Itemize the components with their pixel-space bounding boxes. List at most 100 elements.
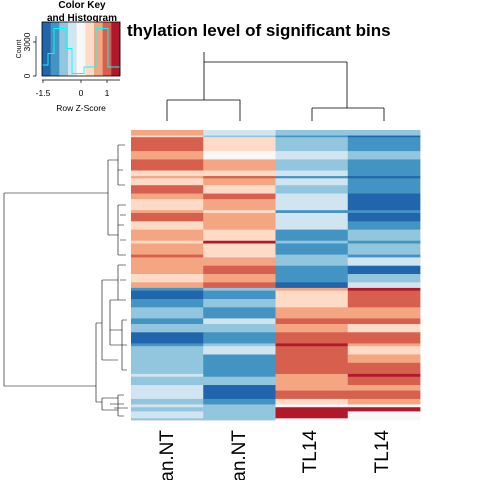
color-key-xlabel: Row Z-Score: [56, 103, 106, 113]
heatmap-cell: [275, 343, 349, 347]
heatmap-cell: [275, 185, 349, 194]
heatmap-cell: [131, 254, 204, 258]
heatmap-cell: [131, 178, 204, 186]
heatmap-cell: [347, 362, 421, 375]
heatmap-cell: [347, 243, 421, 255]
heatmap-cell: [347, 257, 421, 267]
heatmap-cell: [203, 130, 276, 136]
heatmap-cell: [203, 159, 276, 171]
color-key-xaxis: [42, 79, 120, 83]
heatmap-cell: [275, 390, 349, 400]
heatmap-cell: [347, 299, 421, 308]
heatmap-cell: [275, 240, 349, 244]
heatmap-cell: [203, 243, 276, 255]
heatmap-cell: [275, 135, 349, 138]
heatmap-cell: [203, 265, 276, 275]
heatmap-cell: [347, 137, 421, 152]
heatmap-cell: [347, 373, 421, 378]
heatmap-cell: [275, 398, 349, 405]
heatmap-cell: [131, 362, 204, 375]
heatmap-cell: [275, 332, 349, 344]
heatmap-cell: [203, 299, 276, 308]
heatmap-cell: [275, 404, 349, 408]
heatmap-cell: [203, 343, 276, 347]
heatmap-cell: [347, 404, 421, 408]
heatmap-cell: [131, 221, 204, 231]
column-labels: an.NT an.NT TL14 TL14: [157, 430, 393, 480]
heatmap-cell: [203, 376, 276, 386]
heatmap-cell: [347, 170, 421, 177]
heatmap-cell: [203, 178, 276, 186]
heatmap-cell: [203, 398, 276, 405]
heatmap-cell: [131, 287, 204, 292]
heatmap-cell: [203, 176, 276, 179]
heatmap-cell: [131, 411, 204, 419]
heatmap-cell: [347, 282, 421, 289]
heatmap-cell: [131, 137, 204, 152]
heatmap-cell: [131, 170, 204, 177]
heatmap-cell: [203, 287, 276, 292]
heatmap-cell: [347, 411, 421, 419]
color-key-bar: [42, 22, 121, 76]
heatmap-cell: [347, 318, 421, 325]
heatmap-cell: [347, 240, 421, 244]
heatmap-cell: [131, 274, 204, 283]
heatmap-cell: [203, 385, 276, 391]
heatmap-cell: [347, 185, 421, 194]
heatmap-cell: [203, 185, 276, 194]
heatmap-cell: [203, 307, 276, 319]
heatmap-cell: [131, 257, 204, 267]
heatmap-cell: [275, 265, 349, 275]
heatmap-cell: [347, 210, 421, 214]
heatmap-cell: [131, 398, 204, 405]
heatmap-cell: [275, 407, 349, 412]
heatmap-cell: [131, 346, 204, 355]
heatmap-cell: [275, 229, 349, 242]
heatmap-cell: [347, 274, 421, 283]
heatmap-cell: [131, 243, 204, 255]
heatmap-cell: [275, 274, 349, 283]
heatmap-cell: [131, 307, 204, 319]
heatmap-cell: [347, 135, 421, 138]
heatmap-cell: [275, 151, 349, 160]
heatmap-cell: [203, 411, 276, 419]
column-dendrogram: [166, 52, 385, 121]
heatmap-cell: [347, 229, 421, 242]
heatmap-cell: [203, 346, 276, 355]
heatmap-cell: [275, 318, 349, 325]
color-key-segment: [111, 22, 121, 76]
heatmap-cell: [275, 137, 349, 152]
heatmap-cell: [131, 299, 204, 308]
heatmap-cell: [131, 318, 204, 325]
heatmap-cell: [275, 210, 349, 214]
heatmap-cell: [203, 323, 276, 333]
heatmap-cell: [131, 290, 204, 300]
heatmap-cell: [203, 290, 276, 300]
heatmap-cell: [347, 418, 421, 421]
heatmap-cell: [275, 290, 349, 300]
heatmap-cell: [347, 199, 421, 211]
heatmap-cell: [347, 176, 421, 179]
color-key-segment: [68, 22, 77, 76]
heatmap-cell: [131, 135, 204, 138]
heatmap-cell: [203, 404, 276, 408]
heatmap-cell: [275, 373, 349, 378]
heatmap-cell: [347, 221, 421, 231]
heatmap-cell: [131, 376, 204, 386]
heatmap-cell: [203, 332, 276, 344]
heatmap-cell: [275, 282, 349, 289]
heatmap-cell: [275, 193, 349, 200]
heatmap-cell: [203, 274, 276, 283]
heatmap-cell: [203, 151, 276, 160]
heatmap-cell: [203, 193, 276, 200]
heatmap-cell: [347, 290, 421, 300]
color-key-yaxis: [33, 36, 37, 77]
heatmap-cell: [275, 362, 349, 375]
color-key-title-line-2: and Histogram: [47, 13, 117, 24]
heatmap-cell: [203, 199, 276, 211]
heatmap-cell: [347, 307, 421, 319]
heatmap-cell: [275, 346, 349, 355]
color-key-ytick-0: 0: [22, 73, 32, 78]
heatmap-cell: [131, 199, 204, 211]
heatmap-cell: [131, 390, 204, 400]
